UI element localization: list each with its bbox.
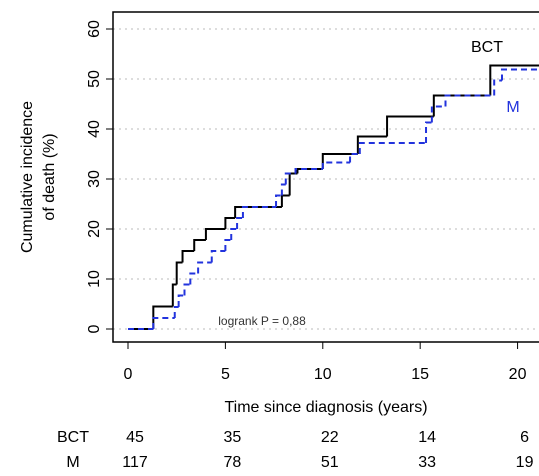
risk-count: 14	[418, 429, 436, 446]
risk-row-name: BCT	[57, 429, 89, 446]
series-label: BCT	[471, 39, 503, 56]
step-line	[230, 228, 238, 240]
step-line	[236, 217, 243, 229]
risk-count: 19	[516, 454, 534, 471]
step-line	[241, 206, 277, 218]
step-line	[489, 64, 539, 96]
y-axis-label: Cumulative incidence	[19, 101, 36, 253]
step-line	[189, 272, 199, 285]
step-line	[493, 79, 502, 96]
step-line	[284, 172, 296, 185]
risk-row-name: M	[66, 454, 79, 471]
step-line	[210, 250, 226, 263]
x-tick-label: 10	[314, 366, 332, 383]
y-tick-label: 40	[86, 120, 103, 138]
step-line	[349, 153, 360, 163]
step-line	[500, 68, 539, 81]
series-label: M	[506, 99, 519, 116]
risk-count: 6	[520, 429, 529, 446]
x-tick-label: 20	[509, 366, 527, 383]
x-axis-label: Time since diagnosis (years)	[224, 399, 427, 416]
risk-count: 35	[223, 429, 241, 446]
step-line	[152, 317, 175, 329]
step-line	[280, 183, 286, 196]
y-tick-label: 60	[86, 20, 103, 38]
step-line	[358, 142, 427, 154]
step-line	[444, 94, 495, 107]
step-line	[224, 217, 236, 229]
step-line	[197, 261, 212, 274]
risk-count: 33	[418, 454, 436, 471]
plot-frame	[112, 11, 539, 343]
step-line	[432, 94, 491, 117]
x-tick-label: 5	[221, 366, 230, 383]
y-tick-label: 30	[86, 170, 103, 188]
y-tick-label: 10	[86, 270, 103, 288]
y-tick-label: 50	[86, 70, 103, 88]
risk-count: 117	[122, 454, 148, 471]
step-line	[275, 194, 282, 207]
step-line	[425, 121, 432, 143]
risk-count: 51	[321, 454, 339, 471]
step-line	[173, 306, 179, 318]
annotation: logrank P = 0,88	[218, 314, 306, 328]
step-line	[175, 261, 183, 285]
x-tick-label: 15	[411, 366, 429, 383]
step-line	[288, 172, 298, 196]
step-line	[177, 294, 185, 307]
y-axis-label: of death (%)	[41, 133, 58, 220]
x-tick-label: 0	[124, 366, 133, 383]
y-tick-label: 20	[86, 220, 103, 238]
y-tick-label: 0	[86, 324, 103, 333]
step-line	[193, 239, 206, 251]
step-line	[430, 105, 446, 123]
risk-count: 78	[223, 454, 241, 471]
risk-count: 22	[321, 429, 339, 446]
step-line	[356, 135, 388, 154]
step-line	[152, 305, 173, 329]
step-line	[294, 168, 323, 174]
step-line	[181, 250, 195, 263]
step-line	[204, 228, 226, 240]
step-line	[386, 115, 434, 137]
step-line	[183, 283, 191, 296]
step-line	[321, 161, 351, 169]
step-line	[224, 239, 232, 251]
step-line	[171, 283, 177, 307]
step-line	[280, 194, 290, 207]
risk-count: 45	[126, 429, 144, 446]
